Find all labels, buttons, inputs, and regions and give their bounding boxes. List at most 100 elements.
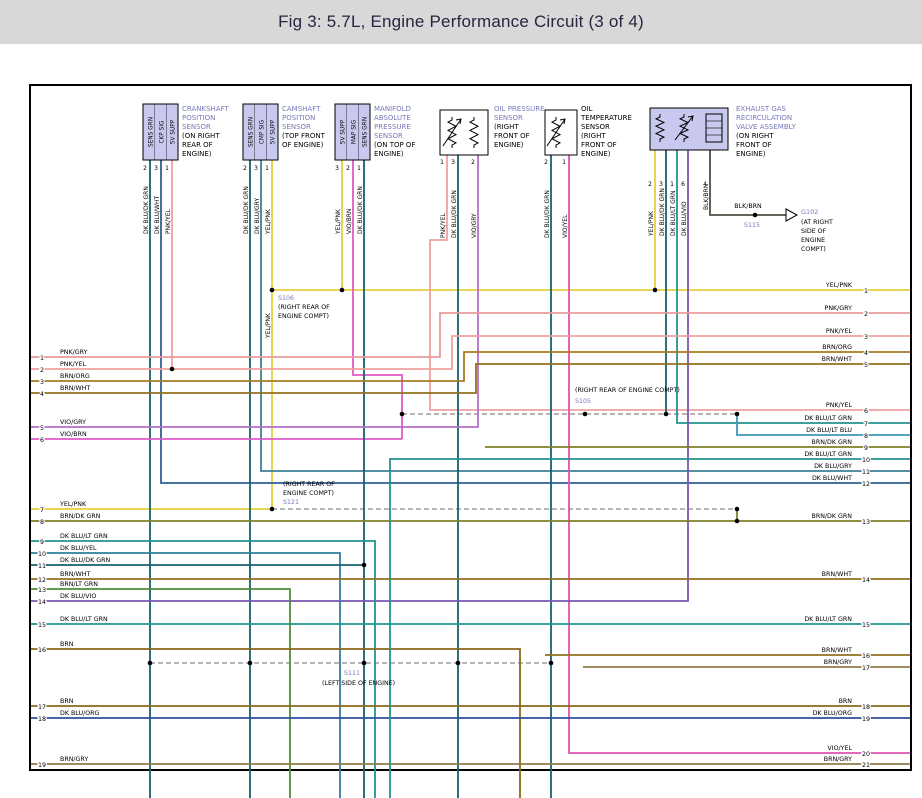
- component-location: (RIGHT: [581, 132, 606, 140]
- pin-number: 1: [265, 165, 269, 172]
- splice-note: (RIGHT REAR OF ENGINE COMPT): [575, 387, 680, 394]
- left-wire-label: BRN/WHT: [60, 571, 90, 578]
- junction-dot: [339, 287, 345, 293]
- right-wire-number: 15: [862, 622, 870, 629]
- left-wire-number: 13: [38, 587, 46, 594]
- component-name: SENSOR: [581, 123, 610, 131]
- pin-label: 5V SUPP: [341, 119, 347, 144]
- right-wire-label: BRN: [839, 698, 853, 705]
- wire-pnk-yel: [31, 335, 910, 370]
- wire-brn-wht: [31, 363, 910, 394]
- left-wire-label: PNK/YEL: [60, 361, 87, 368]
- junction-dot: [169, 366, 175, 372]
- wire-color-label: DK BLU/GRY: [254, 198, 261, 234]
- wire-color-label: BLK/BRN: [703, 184, 710, 210]
- pin-number: 4: [703, 181, 707, 188]
- wire-dk-blu-gry: [260, 160, 910, 472]
- sensor-box: [439, 109, 489, 156]
- right-wire-number: 6: [864, 408, 868, 415]
- right-wire-number: 20: [862, 751, 870, 758]
- left-wire-number: 7: [40, 507, 44, 514]
- component-location: REAR OF: [182, 141, 213, 149]
- pin-number: 1: [670, 181, 674, 188]
- left-wire-number: 8: [40, 519, 44, 526]
- right-wire-number: 12: [862, 481, 870, 488]
- left-wire-number: 3: [40, 379, 44, 386]
- right-wire-label: DK BLU/ORG: [813, 710, 853, 717]
- left-wire-label: DK BLU/YEL: [60, 545, 97, 552]
- junction-dot: [752, 212, 758, 218]
- pin-label: CKP SIG: [160, 120, 166, 144]
- junction-dot: [269, 287, 275, 293]
- component-location: (RIGHT: [494, 123, 519, 131]
- pin-label: 5V SUPP: [171, 119, 177, 144]
- pin-number: 3: [254, 165, 258, 172]
- left-wire-label: BRN/DK GRN: [60, 513, 101, 520]
- left-wire-label: DK BLU/LT GRN: [60, 533, 108, 540]
- component-location: ENGINE): [581, 150, 611, 158]
- pin-number: 3: [659, 181, 663, 188]
- left-wire-number: 18: [38, 716, 46, 723]
- pin-number: 2: [243, 165, 247, 172]
- diagram-border: [29, 84, 912, 771]
- left-wire-label: VIO/GRY: [60, 419, 86, 426]
- left-wire-label: YEL/PNK: [59, 501, 87, 508]
- resistor-arrowhead: [559, 118, 566, 125]
- right-wire-number: 21: [862, 762, 870, 769]
- junction-dot: [663, 411, 669, 417]
- component-location: ENGINE): [182, 150, 212, 158]
- pin-number: 1: [562, 159, 566, 166]
- sensor-box: [544, 109, 578, 156]
- left-wire-number: 19: [38, 762, 46, 769]
- left-wire-number: 11: [38, 563, 46, 570]
- wire-color-label: DK BLU/DK GRN: [451, 190, 458, 238]
- left-wire-label: BRN: [60, 641, 74, 648]
- junction-dot: [734, 518, 740, 524]
- junction-dot: [734, 506, 740, 512]
- right-wire-label: DK BLU/LT GRN: [804, 616, 852, 623]
- wire-color-label: PNK/YEL: [165, 208, 172, 234]
- left-wire-number: 5: [40, 425, 44, 432]
- right-wire-number: 4: [864, 350, 868, 357]
- junction-dot: [147, 660, 153, 666]
- pin-number: 2: [143, 165, 147, 172]
- right-wire-number: 13: [862, 519, 870, 526]
- connector-box: [334, 103, 371, 161]
- component-name: MANIFOLD: [374, 105, 411, 113]
- wire-color-label: DK BLU/DK GRN: [357, 186, 364, 234]
- component-name: SENSOR: [282, 123, 311, 131]
- right-wire-number: 1: [864, 288, 868, 295]
- wire-blk-brn: [709, 150, 786, 216]
- right-wire-label: PNK/YEL: [826, 402, 853, 409]
- right-wire-label: PNK/YEL: [826, 328, 853, 335]
- resistor-arrow: [442, 118, 462, 147]
- wire-color-label: DK BLU/WHT: [154, 196, 161, 234]
- splice-note: (RIGHT REAR OF: [278, 304, 330, 311]
- junction-dot: [455, 660, 461, 666]
- component-name: SENSOR: [374, 132, 403, 140]
- wire-dk-blu-lt-grn: [31, 540, 376, 798]
- left-wire-label: DK BLU/DK GRN: [60, 557, 110, 564]
- component-name: OIL PRESSURE: [494, 105, 545, 113]
- splice-id: S105: [575, 398, 591, 405]
- wire-brn-org: [31, 351, 910, 382]
- right-wire-label: BRN/DK GRN: [812, 513, 853, 520]
- left-wire-number: 9: [40, 539, 44, 546]
- component-location: (TOP FRONT: [282, 132, 326, 140]
- ground-symbol: [785, 208, 799, 222]
- ground-note: COMPT): [801, 246, 826, 253]
- ground-note: (AT RIGHT: [801, 219, 833, 226]
- pin-number: 1: [165, 165, 169, 172]
- wire-pnk-gry: [31, 312, 910, 358]
- left-wire-number: 10: [38, 551, 46, 558]
- pin-label: CMP SIG: [260, 119, 266, 144]
- junction-dot: [399, 411, 405, 417]
- ground-note: ENGINE: [801, 237, 825, 244]
- pin-number: 1: [440, 159, 444, 166]
- component-name: OIL: [581, 105, 593, 113]
- component-name: SENSOR: [182, 123, 211, 131]
- pin-number: 1: [357, 165, 361, 172]
- component-name: ABSOLUTE: [374, 114, 411, 122]
- wire-dk-blu-lt-grn: [676, 150, 910, 424]
- left-wire-label: PNK/GRY: [60, 349, 88, 356]
